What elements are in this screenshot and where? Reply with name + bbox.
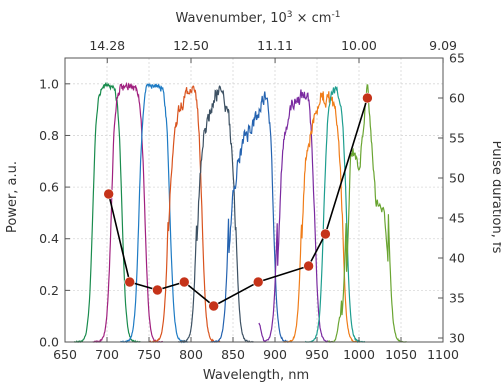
x-tick-label: 650: [53, 347, 77, 362]
x2-tick-labels: 14.28 12.50 11.11 10.00 9.09: [89, 38, 457, 53]
y-tick-label: 0.6: [39, 180, 59, 195]
spectrum-line: [283, 91, 361, 343]
axis-ticks: [64, 57, 444, 343]
plot-frame: [64, 57, 444, 343]
x2-tick-label: 11.11: [257, 38, 293, 53]
x-tick-label: 850: [221, 347, 245, 362]
x2-tick-label: 10.00: [341, 38, 377, 53]
y-tick-labels: 0.0 0.2 0.4 0.6 0.8 1.0: [39, 76, 59, 349]
spectrum-line: [304, 86, 366, 344]
y2-tick-label: 65: [449, 51, 465, 66]
spectrum-line: [210, 91, 292, 343]
x-tick-label: 1050: [385, 347, 417, 362]
x2-tick-label: 14.28: [89, 38, 125, 53]
pulse-duration-point: [124, 276, 135, 288]
pulse-duration-point: [362, 92, 373, 104]
y2-tick-label: 60: [449, 91, 465, 106]
x2-axis-title: Wavenumber, 103 × cm-1: [176, 10, 341, 26]
y2-tick-label: 45: [449, 211, 465, 226]
pulse-duration-point: [103, 188, 114, 200]
y-tick-label: 0.2: [39, 283, 59, 298]
spectra-group: [73, 81, 407, 344]
x-tick-label: 900: [263, 347, 287, 362]
y2-tick-label: 30: [449, 331, 465, 346]
spectrum-line: [149, 85, 221, 344]
x-tick-label: 750: [137, 347, 161, 362]
pulse-duration-point: [303, 260, 314, 272]
y-tick-label: 0.4: [39, 231, 59, 246]
y2-tick-label: 40: [449, 251, 465, 266]
spectrum-line: [92, 81, 164, 343]
pulse-duration-series: [103, 92, 373, 312]
x-tick-label: 950: [305, 347, 329, 362]
spectrum-line: [258, 89, 333, 343]
y-tick-label: 0.8: [39, 128, 59, 143]
y-axis-title: Power, a.u.: [5, 161, 20, 233]
y2-tick-label: 55: [449, 131, 465, 146]
spectrum-line: [120, 83, 188, 344]
x-tick-label: 1000: [343, 347, 375, 362]
pulse-duration-point: [252, 276, 264, 288]
x-tick-labels: 650 700 750 800 850 900 950 1000 1050 1100: [53, 347, 459, 362]
spectrum-line: [73, 81, 141, 343]
pulse-duration-point: [208, 300, 219, 312]
pulse-duration-point: [320, 228, 331, 240]
x2-tick-label: 9.09: [429, 38, 457, 53]
x-axis-title: Wavelength, nm: [203, 368, 309, 383]
y2-axis-title: Pulse duration, fs: [489, 141, 501, 254]
x-tick-label: 1100: [427, 347, 459, 362]
y2-tick-label: 35: [449, 291, 465, 306]
x-tick-label: 700: [95, 347, 119, 362]
y-tick-label: 1.0: [39, 76, 59, 91]
y2-tick-label: 50: [449, 171, 465, 186]
pulse-duration-point: [178, 276, 190, 288]
pulse-duration-point: [152, 284, 163, 296]
y-tick-label: 0.0: [39, 335, 59, 350]
spectrum-line: [327, 84, 407, 343]
y2-tick-labels: 30 35 40 45 50 55 60 65: [449, 51, 465, 346]
spectrum-line: [177, 85, 254, 343]
x2-tick-label: 12.50: [173, 38, 209, 53]
x-tick-label: 800: [179, 347, 203, 362]
